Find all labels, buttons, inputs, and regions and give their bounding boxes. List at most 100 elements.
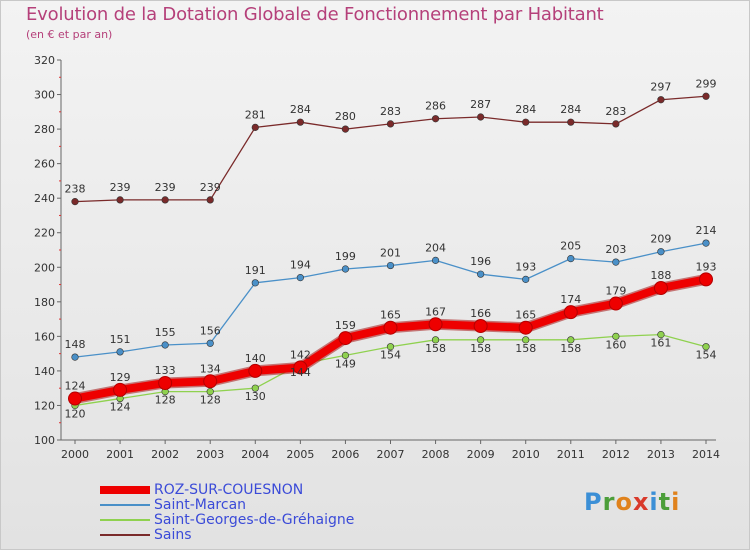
data-label: 165 [515,309,536,322]
data-label: 239 [110,181,131,194]
x-tick-label: 2012 [602,448,630,461]
data-point [251,384,259,392]
data-point [383,320,398,335]
data-point [518,320,533,335]
data-label: 284 [515,103,536,116]
data-point [702,343,710,351]
data-label: 158 [560,342,581,355]
data-label: 166 [470,307,491,320]
data-point [341,265,350,273]
data-point [563,305,578,320]
data-point [116,348,124,356]
data-label: 280 [335,110,356,123]
legend-label-roz: ROZ-SUR-COUESNON [154,482,304,498]
y-tick-label: 220 [34,227,55,240]
data-label: 142 [290,348,311,361]
data-label: 238 [65,183,86,196]
data-point [522,336,530,344]
data-point [653,281,668,295]
data-label: 194 [290,259,311,272]
data-point [341,351,350,359]
y-tick-label: 160 [34,330,55,343]
data-point [612,258,620,266]
data-point [338,331,353,346]
data-label: 196 [470,255,491,268]
data-label: 203 [605,243,626,256]
x-tick-label: 2005 [286,448,314,461]
data-label: 284 [290,103,311,116]
y-tick-label: 140 [34,365,55,378]
data-label: 155 [155,326,176,339]
data-point [567,336,575,344]
data-point [251,123,259,131]
data-label: 140 [245,352,266,365]
data-point [657,96,665,104]
data-label: 193 [515,260,536,273]
data-point [386,120,395,128]
data-label: 284 [560,103,581,116]
data-label: 239 [155,181,176,194]
data-point [473,319,488,333]
data-label: 297 [650,81,671,94]
data-point [702,239,710,247]
data-label: 148 [65,338,86,351]
y-tick-label: 100 [34,434,55,447]
data-label: 124 [110,401,131,414]
data-point [161,341,169,349]
x-tick-label: 2000 [61,448,89,461]
y-tick-label: 120 [34,399,55,412]
data-label: 209 [650,233,671,246]
data-point [657,331,665,339]
data-point [477,270,485,278]
data-label: 151 [110,333,131,346]
data-label: 205 [560,240,581,253]
x-tick-label: 2007 [377,448,405,461]
data-point [567,118,575,126]
legend-swatch-sains [100,534,150,536]
data-label: 239 [200,181,221,194]
data-point [341,125,350,133]
data-point [203,374,218,389]
data-label: 129 [110,371,131,384]
data-label: 204 [425,241,446,254]
x-tick-label: 2003 [196,448,224,461]
data-label: 133 [155,364,176,377]
y-tick-label: 300 [34,89,55,102]
data-point [248,363,263,378]
data-label: 159 [335,319,356,332]
data-label: 161 [650,337,671,350]
data-point [206,339,214,347]
data-point [296,274,304,282]
data-label: 188 [650,269,671,282]
data-point [702,92,710,100]
data-point [251,279,259,287]
data-point [522,118,530,126]
data-label: 191 [245,264,266,277]
y-tick-label: 200 [34,261,55,274]
x-tick-label: 2004 [241,448,269,461]
data-point [522,275,530,283]
y-tick-label: 180 [34,296,55,309]
data-label: 158 [515,342,536,355]
data-label: 134 [200,362,221,375]
y-tick-label: 280 [34,123,55,136]
data-point [71,353,79,361]
data-point [431,336,440,344]
data-point [657,248,665,256]
data-label: 156 [200,324,221,337]
legend-swatch-saint-georges [100,519,150,521]
y-tick-label: 320 [34,54,55,67]
legend-label-sains: Sains [154,527,192,543]
legend-label-saint-marcan: Saint-Marcan [154,497,247,513]
data-label: 299 [696,77,717,90]
data-point [293,360,308,375]
data-point [206,388,214,396]
data-point [161,196,169,204]
legend-swatch-roz [100,486,150,494]
data-label: 201 [380,247,401,260]
data-point [612,120,620,128]
x-tick-label: 2002 [151,448,179,461]
x-tick-label: 2013 [647,448,675,461]
chart-title: Evolution de la Dotation Globale de Fonc… [26,4,604,25]
